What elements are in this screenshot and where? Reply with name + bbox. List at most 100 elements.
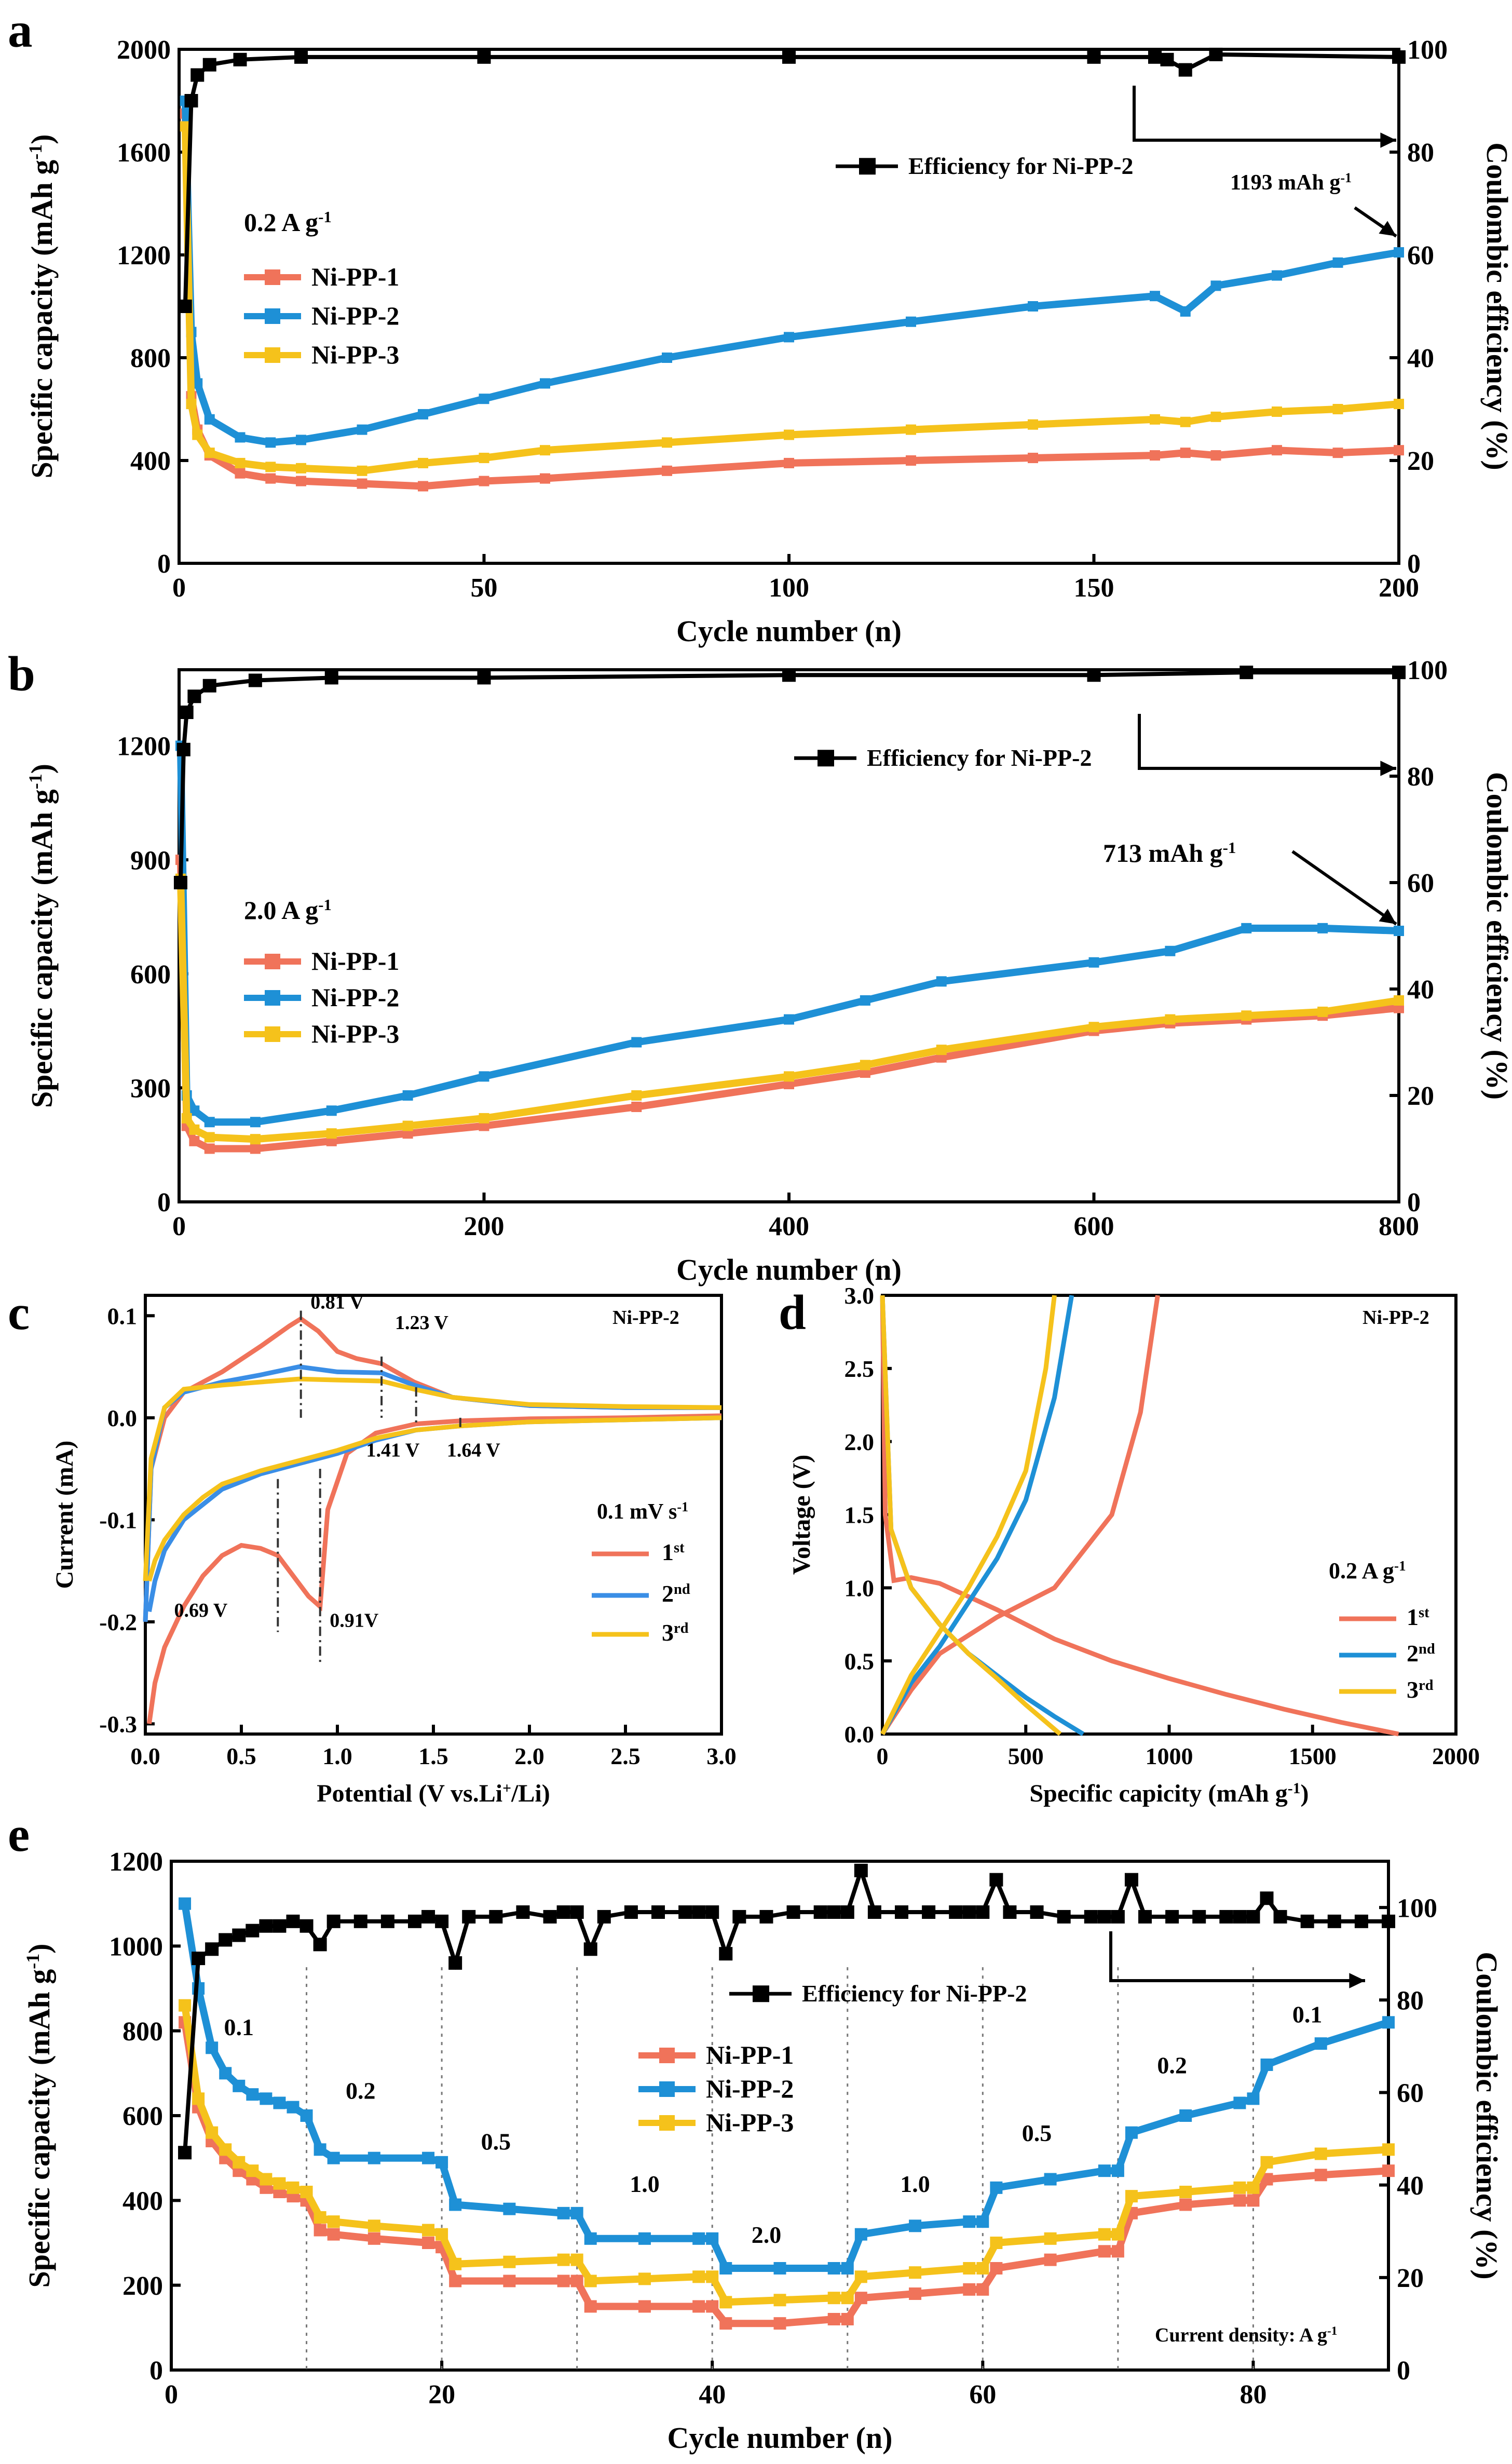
panel-b-series-ni-pp-2-point (402, 1090, 413, 1101)
panel-a-series-ni-pp-1-point (418, 481, 428, 492)
panel-e-efficiency-point (922, 1905, 936, 1919)
panel-a-series-ni-pp-3-point (265, 462, 276, 472)
panel-e-series-ni-pp-2-point (449, 2198, 462, 2211)
panel-b-series-ni-pp-3-point (250, 1134, 261, 1145)
panel-e-rate-label: 0.5 (1022, 2120, 1052, 2146)
panel-e-series-ni-pp-3-point (1111, 2228, 1124, 2241)
panel-e-series-ni-pp-1-point (1044, 2253, 1057, 2266)
panel-e-series-ni-pp-1-point (503, 2275, 516, 2287)
panel-e-efficiency-point (1057, 1910, 1071, 1924)
panel-a-series-ni-pp-2-point (906, 316, 916, 327)
panel-d-x-tick-label: 1000 (1146, 1743, 1193, 1769)
panel-c-cv-1st-anodic (143, 1316, 721, 1622)
panel-e-efficiency-point (1219, 1910, 1233, 1924)
panel-e-efficiency-point (597, 1910, 611, 1924)
panel-a-legend-label: Ni-PP-2 (311, 301, 399, 330)
panel-c-x-tick-label: 1.0 (322, 1743, 352, 1769)
panel-d-y-tick-label: 0.5 (844, 1648, 875, 1674)
panel-e-series-ni-pp-1-point (976, 2283, 989, 2296)
panel-e-efficiency-point (1111, 1910, 1125, 1924)
panel-e-series-ni-pp-3-point (422, 2224, 435, 2237)
panel-b-series-ni-pp-3-point (181, 1113, 192, 1123)
panel-d-x-tick-label: 2000 (1432, 1743, 1480, 1769)
panel-e-efficiency-arrow (1109, 1931, 1365, 1982)
panel-e-y-tick-label: 600 (122, 2102, 163, 2131)
panel-d-y-axis-title: Voltage (V) (788, 1455, 815, 1575)
panel-e-y-tick-label: 1000 (109, 1932, 163, 1962)
panel-e-efficiency-point (1003, 1905, 1017, 1919)
panel-e-series-ni-pp-2-point (260, 2092, 273, 2105)
panel-a-series-ni-pp-1-point (1272, 445, 1282, 456)
panel-e-series-ni-pp-2-point (300, 2109, 313, 2122)
panel-b-efficiency-point (173, 876, 187, 889)
panel-b-series-ni-pp-1-point (631, 1101, 642, 1112)
panel-a-efficiency-point (1160, 52, 1174, 66)
panel-a-y2-axis-title: Coulombic efficiency (%) (1480, 142, 1512, 470)
panel-a-series-ni-pp-2-point (296, 435, 306, 445)
panel-c-y-tick-label: -0.2 (99, 1609, 137, 1635)
panel-e-legend-marker (659, 2048, 675, 2063)
panel-a-series-ni-pp-2-point (1028, 301, 1038, 312)
panel-b-y2-tick-label: 0 (1407, 1188, 1421, 1217)
panel-e-series-ni-pp-3-point (638, 2272, 651, 2285)
panel-e-series-ni-pp-1-point (963, 2283, 976, 2296)
panel-b-series-ni-pp-3-point (1394, 995, 1404, 1006)
panel-c-x-tick-label: 0.5 (226, 1743, 256, 1769)
panel-b-series-ni-pp-2-point (1394, 925, 1404, 936)
panel-c-x-axis-title: Potential (V vs.Li+/Li) (317, 1780, 550, 1808)
panel-a-legend-label: Ni-PP-1 (311, 262, 399, 291)
panel-a-series-ni-pp-3-point (1394, 399, 1404, 410)
panel-e-efficiency-point (462, 1910, 476, 1924)
panel-e-efficiency-point (1260, 1891, 1274, 1905)
panel-e-efficiency-point (219, 1933, 233, 1947)
panel-e-series-ni-pp-3-point (327, 2215, 340, 2228)
panel-e-series-ni-pp-2-point (206, 2041, 219, 2054)
panel-d-plot-frame (881, 1294, 1457, 1736)
panel-b-series-ni-pp-2-point (326, 1105, 337, 1116)
panel-e-efficiency-point (313, 1938, 327, 1952)
panel-e-series-ni-pp-3-point (1044, 2232, 1057, 2245)
panel-e-efficiency-point (840, 1905, 854, 1919)
panel-b-efficiency-point (1239, 666, 1254, 680)
panel-e-rate-label: 1.0 (630, 2171, 660, 2197)
panel-e-efficiency-point (543, 1910, 557, 1924)
panel-a-series-ni-pp-2-point (235, 432, 246, 443)
panel-e-series-ni-pp-3-point (300, 2186, 313, 2198)
panel-e-x-axis-title: Cycle number (n) (668, 2421, 893, 2455)
panel-a-series-ni-pp-2-point (1394, 247, 1404, 258)
panel-a-series-ni-pp-3-point (192, 429, 203, 440)
panel-b-y2-tick-label: 60 (1407, 869, 1434, 898)
panel-e-series-ni-pp-3-point (963, 2262, 976, 2275)
panel-b-x-tick-label: 200 (464, 1212, 505, 1241)
panel-b-y-tick-label: 300 (130, 1074, 171, 1104)
panel-b-series-ni-pp-2-point (860, 995, 870, 1006)
panel-e-y-tick-label: 0 (149, 2356, 163, 2386)
panel-b-y2-tick-label: 20 (1407, 1081, 1434, 1111)
panel-b-legend-marker (265, 990, 280, 1006)
panel-b-efficiency-point (782, 668, 796, 682)
panel-a-series-ni-pp-3-point (479, 453, 489, 464)
panel-e-series-ni-pp-3-point (1125, 2190, 1138, 2203)
panel-b-series-ni-pp-3-point (1317, 1006, 1328, 1017)
panel-e-efficiency-point (867, 1905, 881, 1919)
panel-e-series-ni-pp-1-point (449, 2275, 462, 2287)
panel-e-x-tick-label: 80 (1239, 2380, 1266, 2409)
panel-a-series-ni-pp-1-point (235, 468, 246, 479)
panel-b-series-ni-pp-2-point (631, 1037, 642, 1048)
panel-e-efficiency-point (949, 1905, 963, 1919)
panel-c-legend-label: 2nd (662, 1580, 690, 1607)
panel-b-y2-tick-label: 40 (1407, 975, 1434, 1005)
panel-c-peak-label: 0.69 V (174, 1600, 228, 1621)
panel-e-efficiency-point (678, 1905, 692, 1919)
panel-c-y-tick-label: -0.1 (99, 1507, 137, 1533)
panel-a-series-ni-pp-3-point (662, 437, 672, 448)
panel-a-legend-marker (265, 347, 280, 363)
panel-c-peak-label: 0.91V (330, 1610, 379, 1632)
panel-b-series-ni-pp-3-point (1241, 1010, 1252, 1021)
panel-e-efficiency-point (1300, 1914, 1314, 1928)
panel-e-series-ni-pp-3-point (1179, 2186, 1192, 2198)
panel-e-efficiency-point (205, 1942, 219, 1956)
panel-a-y2-tick-label: 80 (1407, 138, 1434, 168)
panel-b-series-ni-pp-3-point (189, 1124, 200, 1135)
panel-b-annotation-arrow (1291, 850, 1397, 926)
